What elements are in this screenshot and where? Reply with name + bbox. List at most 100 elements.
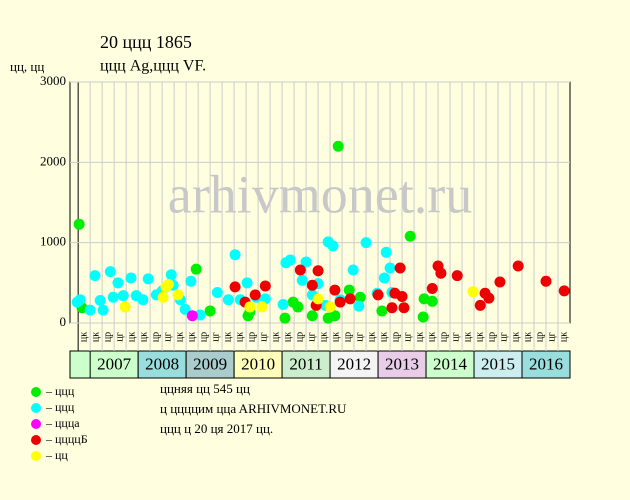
point (334, 296, 346, 308)
legend-marker (31, 419, 41, 429)
quarter-label: цг (162, 332, 173, 341)
year-cell (233, 350, 283, 379)
point (494, 276, 506, 288)
quarter-label: цк (282, 332, 293, 342)
point (259, 280, 271, 292)
point (244, 301, 256, 313)
point (360, 237, 372, 249)
point (107, 291, 119, 303)
point (222, 294, 234, 306)
y-tick-label: 0 (60, 314, 67, 329)
quarter-label: цк (222, 332, 233, 342)
quarter-label: цг (258, 332, 269, 341)
legend-marker (31, 387, 41, 397)
point (332, 140, 344, 152)
point (398, 302, 410, 314)
quarter-label: цр (102, 332, 113, 342)
point (162, 278, 174, 290)
point (277, 299, 289, 311)
quarter-label: цк (330, 332, 341, 342)
quarter-label: цк (90, 332, 101, 342)
quarter-label: цг (402, 332, 413, 341)
point (211, 286, 223, 298)
point (179, 303, 191, 315)
point (89, 270, 101, 282)
point (190, 263, 202, 275)
quarter-label: цк (510, 332, 521, 342)
point (186, 310, 198, 322)
quarter-label: цр (438, 332, 449, 342)
point (483, 292, 495, 304)
quarter-label: цк (558, 332, 569, 342)
quarter-label: цк (366, 332, 377, 342)
legend-marker (31, 403, 41, 413)
year-label: 2011 (289, 354, 322, 373)
chart-subtitle: ццц Ag,ццц VF. (100, 58, 206, 75)
year-label: 2008 (145, 354, 179, 373)
point (467, 286, 479, 298)
point (417, 311, 429, 323)
point (378, 272, 390, 284)
point (396, 290, 408, 302)
quarter-label: цр (294, 332, 305, 342)
quarter-label: цр (198, 332, 209, 342)
point (284, 254, 296, 266)
point (185, 275, 197, 287)
quarter-label: цр (486, 332, 497, 342)
point (294, 264, 306, 276)
y-tick-label: 1000 (40, 234, 66, 249)
quarter-label: цк (474, 332, 485, 342)
point (104, 266, 116, 278)
quarter-label: цк (186, 332, 197, 342)
quarter-label: цк (138, 332, 149, 342)
point (137, 294, 149, 306)
chart-title: 20 ццц 1865 (100, 32, 192, 52)
quarter-label: цк (126, 332, 137, 342)
point (329, 310, 341, 322)
quarter-label: цр (390, 332, 401, 342)
point (426, 282, 438, 294)
quarter-label: цк (522, 332, 533, 342)
point (292, 301, 304, 313)
point (117, 290, 129, 302)
year-cell (425, 350, 475, 379)
year-label: 2012 (337, 354, 371, 373)
year-cell (329, 350, 379, 379)
point (312, 265, 324, 277)
point (306, 310, 318, 322)
point (451, 270, 463, 282)
year-cell (521, 350, 571, 379)
point (380, 246, 392, 258)
legend-label: – ццццБ (45, 432, 88, 446)
quarter-label: цг (306, 332, 317, 341)
quarter-label: цг (114, 332, 125, 341)
quarter-label: цк (378, 332, 389, 342)
point (165, 269, 177, 281)
year-label: 2015 (481, 354, 515, 373)
legend-label: – ццц (45, 384, 75, 398)
legend-label: – ццц (45, 400, 75, 414)
note: ццняя цц 545 цц (160, 381, 250, 396)
point (119, 301, 131, 313)
point (394, 262, 406, 274)
point (344, 293, 356, 305)
quarter-label: цг (546, 332, 557, 341)
point (157, 291, 169, 303)
point (279, 312, 291, 324)
point (343, 284, 355, 296)
point (172, 289, 184, 301)
year-label: 2009 (193, 354, 227, 373)
year-label: 2014 (433, 354, 468, 373)
point (204, 305, 216, 317)
point (84, 304, 96, 316)
watermark: arhivmonet.ru (168, 164, 472, 224)
legend-marker (31, 451, 41, 461)
point (125, 272, 137, 284)
point (354, 291, 366, 303)
point (404, 230, 416, 242)
point (256, 301, 268, 313)
point (372, 289, 384, 301)
quarter-label: цк (426, 332, 437, 342)
point (329, 284, 341, 296)
